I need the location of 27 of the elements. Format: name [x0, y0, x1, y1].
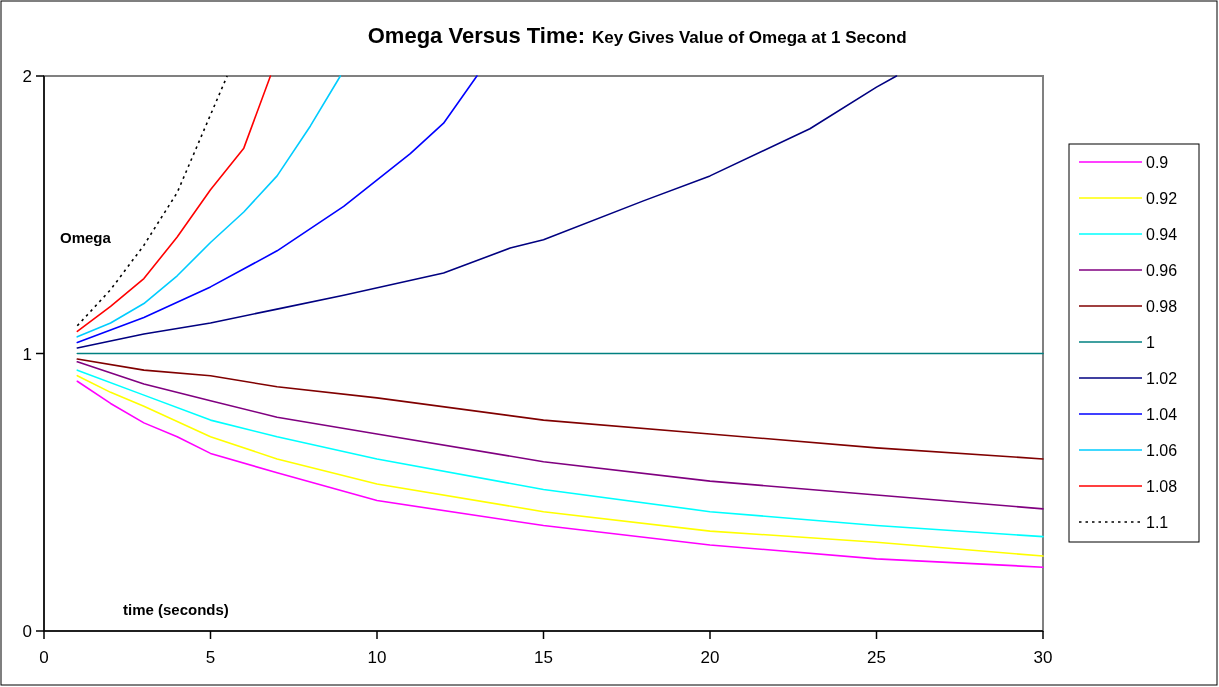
legend-label: 0.9: [1146, 154, 1169, 171]
x-tick-label: 30: [1033, 648, 1053, 667]
y-tick-label: 0: [22, 622, 32, 641]
legend-label: 1.06: [1146, 442, 1178, 459]
y-tick-label: 2: [22, 67, 32, 86]
legend-label: 1.08: [1146, 478, 1178, 495]
x-tick-label: 5: [205, 648, 216, 667]
chart-title: Omega Versus Time:: [367, 23, 585, 48]
legend-label: 0.92: [1146, 190, 1178, 207]
line-series: [76, 361, 1044, 510]
x-axis-title: time (seconds): [123, 601, 229, 618]
legend-label: 0.98: [1146, 298, 1178, 315]
y-tick-label: 1: [22, 344, 32, 364]
legend-label: 1.1: [1146, 514, 1169, 531]
legend-label: 0.94: [1146, 226, 1178, 243]
x-tick-label: 25: [867, 648, 886, 667]
y-axis-title: Omega: [60, 229, 112, 246]
line-series: [76, 358, 1044, 460]
x-tick-label: 15: [534, 648, 553, 667]
x-tick-label: 0: [39, 648, 49, 667]
chart-subtitle: Key Gives Value of Omega at 1 Second: [592, 28, 907, 47]
x-tick-label: 10: [367, 648, 387, 667]
legend-label: 1.04: [1146, 406, 1178, 423]
x-tick-label: 20: [700, 648, 720, 667]
legend-label: 0.96: [1146, 262, 1178, 279]
legend-label: 1: [1146, 334, 1155, 351]
legend-label: 1.02: [1146, 370, 1178, 387]
